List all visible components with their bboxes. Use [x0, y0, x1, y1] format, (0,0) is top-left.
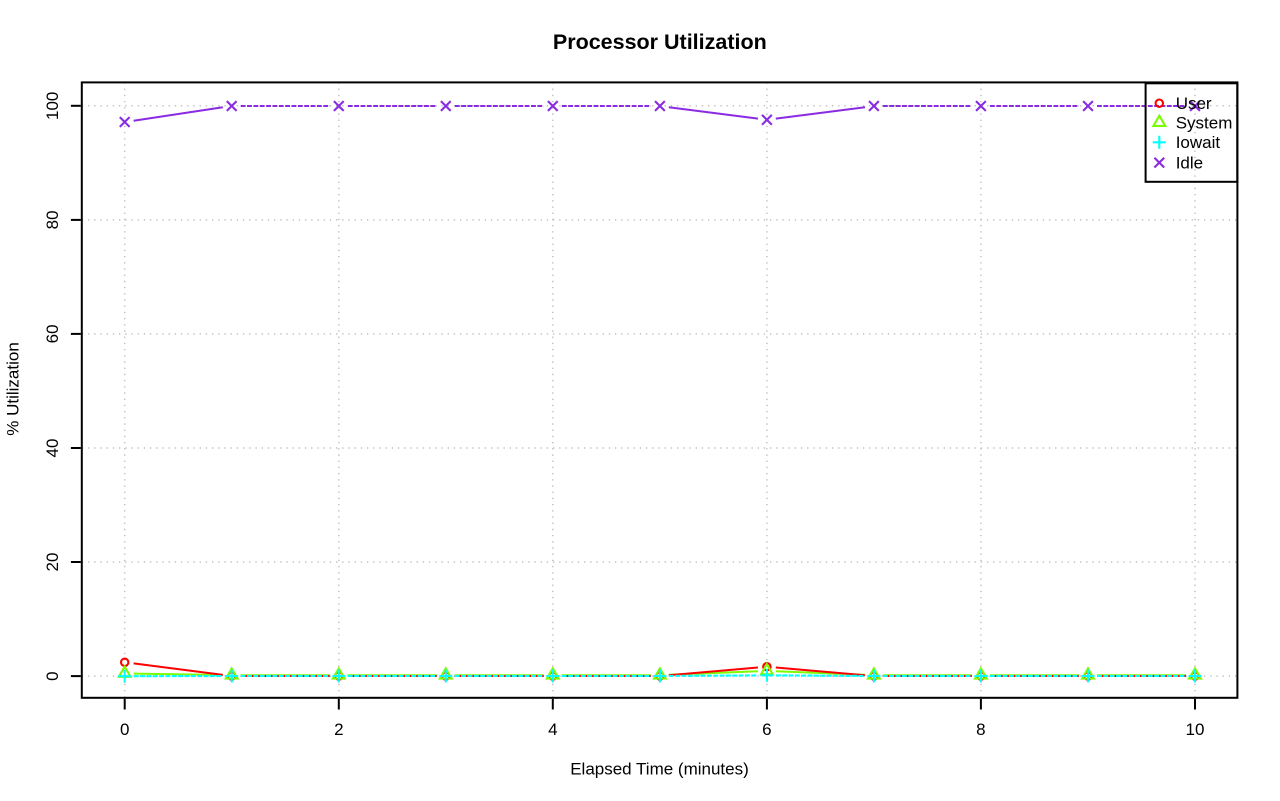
svg-text:Iowait: Iowait	[1176, 133, 1221, 152]
svg-text:100: 100	[43, 92, 62, 120]
svg-text:User: User	[1176, 94, 1212, 113]
svg-text:Idle: Idle	[1176, 153, 1203, 172]
svg-text:8: 8	[976, 720, 985, 739]
svg-text:60: 60	[43, 324, 62, 343]
svg-text:20: 20	[43, 553, 62, 572]
svg-text:4: 4	[548, 720, 557, 739]
svg-text:2: 2	[334, 720, 343, 739]
svg-text:System: System	[1176, 113, 1233, 132]
svg-text:80: 80	[43, 210, 62, 229]
svg-text:% Utilization: % Utilization	[4, 342, 23, 436]
svg-text:Processor Utilization: Processor Utilization	[553, 30, 767, 54]
svg-text:Elapsed Time (minutes): Elapsed Time (minutes)	[570, 760, 749, 779]
svg-text:10: 10	[1186, 720, 1205, 739]
svg-text:0: 0	[120, 720, 129, 739]
svg-text:0: 0	[43, 671, 62, 680]
svg-text:6: 6	[762, 720, 771, 739]
svg-text:40: 40	[43, 439, 62, 458]
